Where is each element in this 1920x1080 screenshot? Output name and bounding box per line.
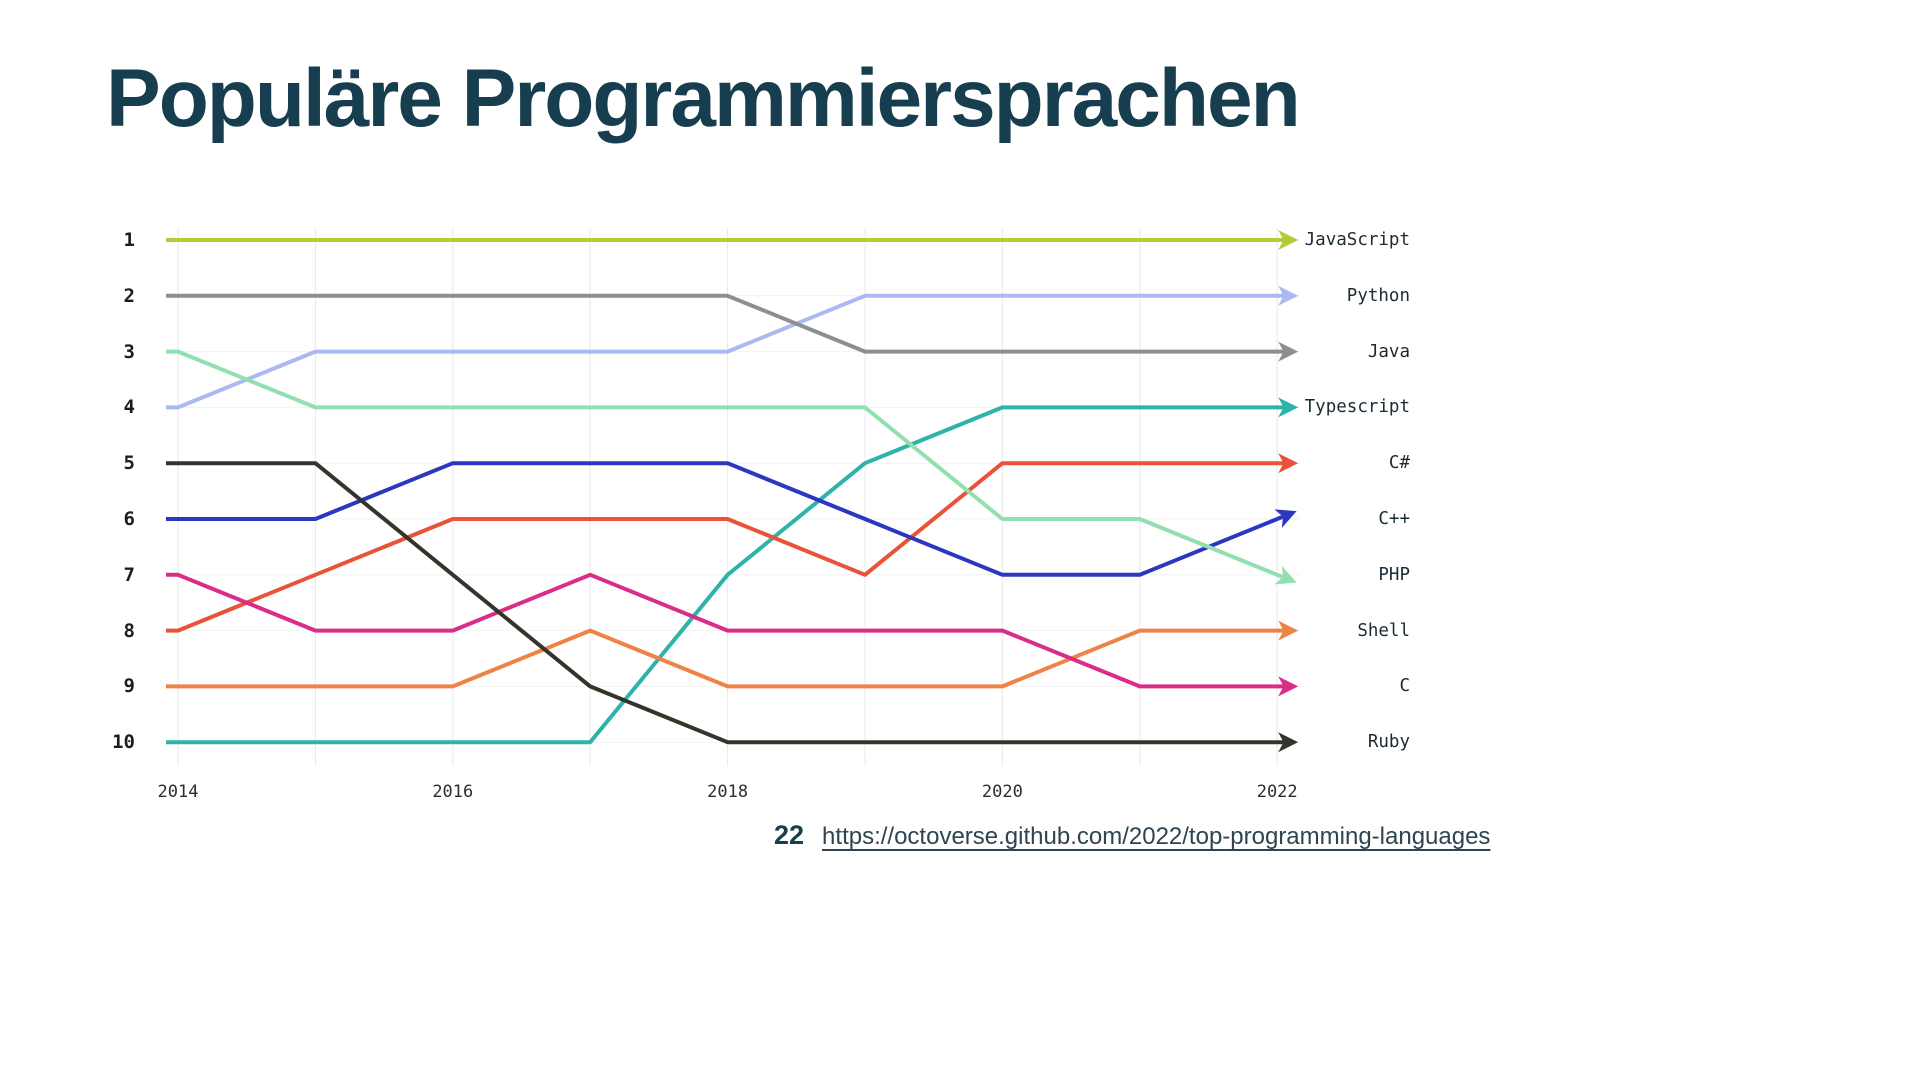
series-line-java: [166, 293, 1299, 362]
series-label-java: Java: [1367, 341, 1410, 362]
x-axis-tick-2018: 2018: [707, 782, 749, 802]
series-label-python: Python: [1346, 285, 1410, 306]
series-label-ruby: Ruby: [1367, 732, 1410, 753]
y-axis-tick-4: 4: [123, 396, 135, 419]
y-axis-tick-8: 8: [123, 619, 135, 642]
series-line-shell: [166, 620, 1299, 689]
y-axis-tick-10: 10: [112, 731, 135, 754]
y-axis-tick-5: 5: [123, 452, 135, 475]
y-axis-tick-3: 3: [123, 340, 135, 363]
y-axis-tick-2: 2: [123, 284, 135, 307]
series-line-python: [166, 285, 1299, 410]
y-axis-tick-6: 6: [123, 508, 135, 530]
page-title: Populäre Programmiersprachen: [106, 53, 1301, 144]
series-label-php: PHP: [1378, 564, 1410, 585]
x-axis-tick-2014: 2014: [157, 782, 199, 802]
series-line-cplusplus: [166, 461, 1297, 577]
source-link[interactable]: https://octoverse.github.com/2022/top-pr…: [822, 823, 1491, 850]
series-line-php: [166, 349, 1297, 585]
series-line-typescript: [166, 397, 1299, 745]
x-axis-tick-2022: 2022: [1256, 782, 1298, 802]
series-label-javascript: JavaScript: [1304, 230, 1410, 250]
series-label-csharp: C#: [1388, 453, 1410, 474]
series-line-c: [166, 572, 1299, 697]
series-label-shell: Shell: [1357, 620, 1410, 641]
series-label-cplusplus: C++: [1378, 509, 1410, 529]
series-line-csharp: [166, 453, 1299, 633]
y-axis-tick-9: 9: [123, 675, 135, 698]
x-axis-tick-2020: 2020: [981, 782, 1023, 802]
series-label-c: C: [1399, 676, 1410, 697]
x-axis-tick-2016: 2016: [432, 782, 474, 802]
page-number: 22: [774, 820, 805, 850]
y-axis-tick-1: 1: [123, 229, 135, 251]
y-axis-tick-7: 7: [123, 563, 135, 586]
series-line-ruby: [166, 461, 1299, 753]
footer: 22 https://octoverse.github.com/2022/top…: [774, 820, 1490, 851]
series-label-typescript: Typescript: [1304, 397, 1410, 418]
